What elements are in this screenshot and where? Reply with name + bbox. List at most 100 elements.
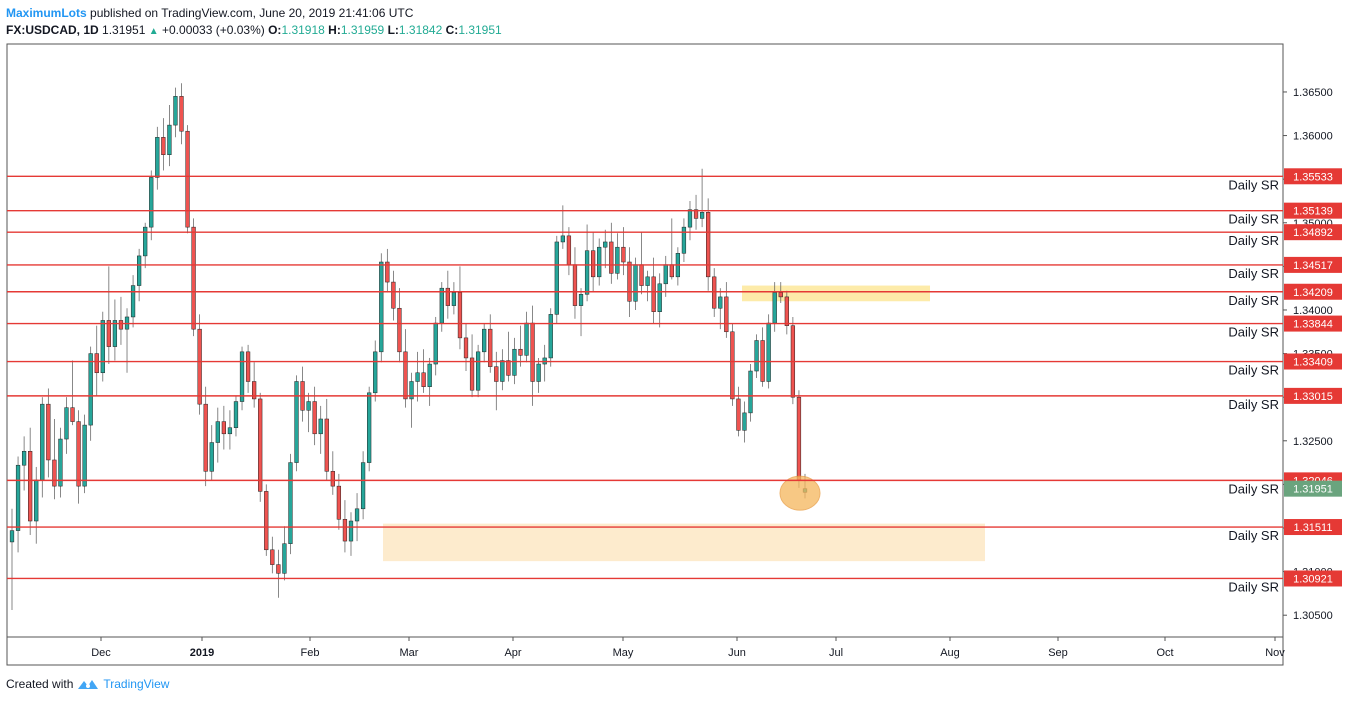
sr-price-badge [1284, 519, 1342, 536]
high-label: H: [328, 23, 341, 37]
symbol-info: FX:USDCAD, 1D 1.31951 ▲ +0.00033 (+0.03%… [6, 23, 502, 37]
time-tick-label: Mar [400, 647, 419, 659]
highlight-zone [383, 523, 985, 562]
sr-price-badge [1284, 202, 1342, 219]
candle-down [778, 292, 783, 298]
candle-down [609, 241, 614, 274]
sr-price-label: 1.34517 [1293, 260, 1333, 272]
candle-up [433, 322, 438, 365]
time-tick-label: May [613, 647, 634, 659]
price-tick-label: 1.30500 [1293, 610, 1333, 622]
sr-price-badge [1284, 224, 1342, 241]
candle-up [603, 241, 608, 248]
candle-down [46, 403, 51, 461]
candle-down [191, 226, 196, 330]
candle-down [94, 353, 99, 374]
candle-down [76, 421, 81, 487]
candle-up [554, 241, 559, 315]
time-tick-label: Aug [940, 647, 960, 659]
sr-price-label: 1.33409 [1293, 357, 1333, 369]
candle-down [784, 296, 789, 326]
footer: Created with TradingView [6, 677, 169, 691]
time-tick-label: Sep [1048, 647, 1068, 659]
candle-up [451, 292, 457, 306]
time-tick-label: 2019 [190, 647, 214, 659]
candle-down [221, 421, 226, 435]
close-label: C: [445, 23, 459, 37]
candle-up [15, 464, 21, 531]
candle-up [227, 427, 233, 435]
sr-text: Daily SR [1228, 293, 1279, 308]
candle-down [506, 360, 511, 376]
candle-down [342, 519, 348, 542]
candle-up [482, 328, 487, 353]
candle-down [258, 398, 263, 492]
candle-down [70, 407, 75, 422]
close-value: 1.31951 [458, 23, 502, 37]
candle-up [500, 360, 505, 382]
candle-up [512, 348, 517, 376]
candle-up [645, 276, 650, 286]
candle-down [270, 549, 275, 565]
open-label: O: [268, 23, 282, 37]
candle-up [597, 246, 602, 278]
candle-up [718, 296, 723, 309]
price-tick-label: 1.32500 [1293, 436, 1333, 448]
candle-up [772, 292, 777, 324]
candle-down [445, 287, 450, 306]
candle-up [367, 392, 372, 463]
candle-down [518, 348, 523, 356]
candle-down [469, 357, 475, 391]
open-value: 1.31918 [281, 23, 325, 37]
sr-price-label: 1.34209 [1293, 287, 1333, 299]
sr-text: Daily SR [1228, 177, 1279, 192]
candle-down [197, 328, 202, 405]
candle-up [560, 235, 565, 243]
candle-down [52, 459, 57, 487]
candle-up [112, 320, 118, 347]
candle-down [651, 276, 656, 312]
highlight-zone [742, 285, 930, 302]
candle-down [336, 485, 342, 520]
candle-down [457, 292, 463, 339]
candle-up [657, 283, 662, 312]
sr-price-label: 1.30921 [1293, 573, 1333, 585]
sr-price-badge [1284, 387, 1342, 404]
sr-price-badge [1284, 168, 1342, 185]
candle-up [379, 261, 384, 353]
candle-up [409, 381, 414, 400]
candle-up [82, 424, 87, 487]
tradingview-link[interactable]: TradingView [103, 677, 170, 691]
candle-down [494, 366, 499, 382]
price-tick-label: 1.36000 [1293, 131, 1333, 143]
candle-down [796, 396, 802, 481]
time-tick-label: Feb [301, 647, 320, 659]
tradingview-logo-icon [78, 680, 99, 689]
candle-up [215, 421, 220, 443]
candle-up [699, 212, 705, 219]
author-name[interactable]: MaximumLots [6, 6, 87, 20]
candle-down [706, 212, 711, 278]
candle-down [488, 328, 493, 367]
candle-up [754, 340, 759, 372]
candle-down [730, 331, 735, 400]
candle-up [578, 294, 584, 306]
candle-up [348, 520, 354, 542]
candle-down [161, 137, 166, 156]
candle-up [439, 287, 444, 324]
candle-down [179, 96, 184, 132]
candle-down [203, 403, 208, 472]
time-tick-label: Jul [829, 647, 843, 659]
sr-text: Daily SR [1228, 325, 1279, 340]
candle-up [282, 543, 287, 574]
low-label: L: [387, 23, 399, 37]
sr-price-badge [1284, 315, 1342, 332]
candle-down [403, 351, 408, 400]
candle-up [233, 401, 239, 428]
highlight-circle [779, 475, 821, 511]
candle-up [173, 96, 178, 126]
time-tick-label: Dec [91, 647, 111, 659]
candle-down [712, 276, 717, 309]
candle-up [239, 351, 245, 402]
